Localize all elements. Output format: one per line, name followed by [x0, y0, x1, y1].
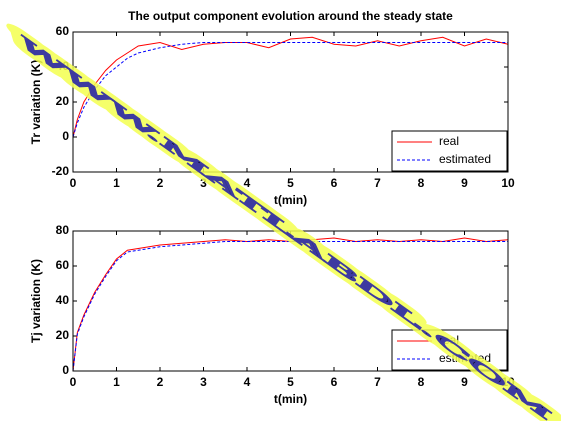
legend-box — [391, 329, 508, 371]
x-axis-label: t(min) — [274, 392, 307, 406]
y-tick-label: 20 — [56, 328, 70, 342]
axes-box — [72, 31, 509, 173]
x-tick-label: 5 — [287, 375, 294, 389]
y-tick-label: 40 — [56, 293, 70, 307]
x-tick-label: 9 — [461, 375, 468, 389]
legend: real estimated — [391, 130, 508, 172]
legend-label: estimated — [439, 351, 491, 365]
series-line — [72, 36, 509, 138]
x-tick-label: 8 — [418, 176, 425, 190]
y-tick-label: 80 — [56, 223, 70, 237]
legend-label: real — [439, 333, 459, 347]
x-tick-label: 1 — [113, 375, 120, 389]
x-tick-label: 10 — [501, 176, 515, 190]
y-tick-label: 60 — [56, 258, 70, 272]
y-axis-label: Tr variation (K) — [29, 60, 43, 145]
x-tick-label: 2 — [157, 375, 164, 389]
x-tick-label: 4 — [244, 375, 251, 389]
y-tick-label: 0 — [62, 129, 69, 143]
x-tick-label: 10 — [501, 375, 515, 389]
series-line — [72, 237, 509, 372]
x-tick-label: 9 — [461, 176, 468, 190]
y-tick-label: 60 — [56, 24, 70, 38]
x-tick-label: 0 — [70, 375, 77, 389]
y-axis-label: Tj variation (K) — [29, 259, 43, 343]
x-tick-label: 4 — [244, 176, 251, 190]
x-tick-label: 8 — [418, 375, 425, 389]
legend: real estimated — [391, 329, 508, 371]
x-tick-label: 7 — [374, 176, 381, 190]
x-tick-label: 2 — [157, 176, 164, 190]
x-tick-label: 1 — [113, 176, 120, 190]
axes-box — [72, 230, 509, 372]
y-tick-label: 20 — [56, 94, 70, 108]
legend-label: real — [439, 134, 459, 148]
x-tick-label: 7 — [374, 375, 381, 389]
x-axis-label: t(min) — [274, 193, 307, 207]
x-tick-label: 6 — [331, 375, 338, 389]
x-tick-label: 6 — [331, 176, 338, 190]
legend-label: estimated — [439, 152, 491, 166]
x-tick-label: 5 — [287, 176, 294, 190]
x-tick-label: 0 — [70, 176, 77, 190]
x-tick-label: 3 — [200, 176, 207, 190]
y-tick-label: 0 — [62, 363, 69, 377]
x-tick-label: 3 — [200, 375, 207, 389]
y-tick-label: 40 — [56, 59, 70, 73]
y-tick-label: -20 — [52, 164, 70, 178]
legend-box — [391, 130, 508, 172]
chart-title: The output component evolution around th… — [128, 9, 453, 23]
series-line — [72, 42, 508, 138]
series-line — [72, 241, 508, 372]
